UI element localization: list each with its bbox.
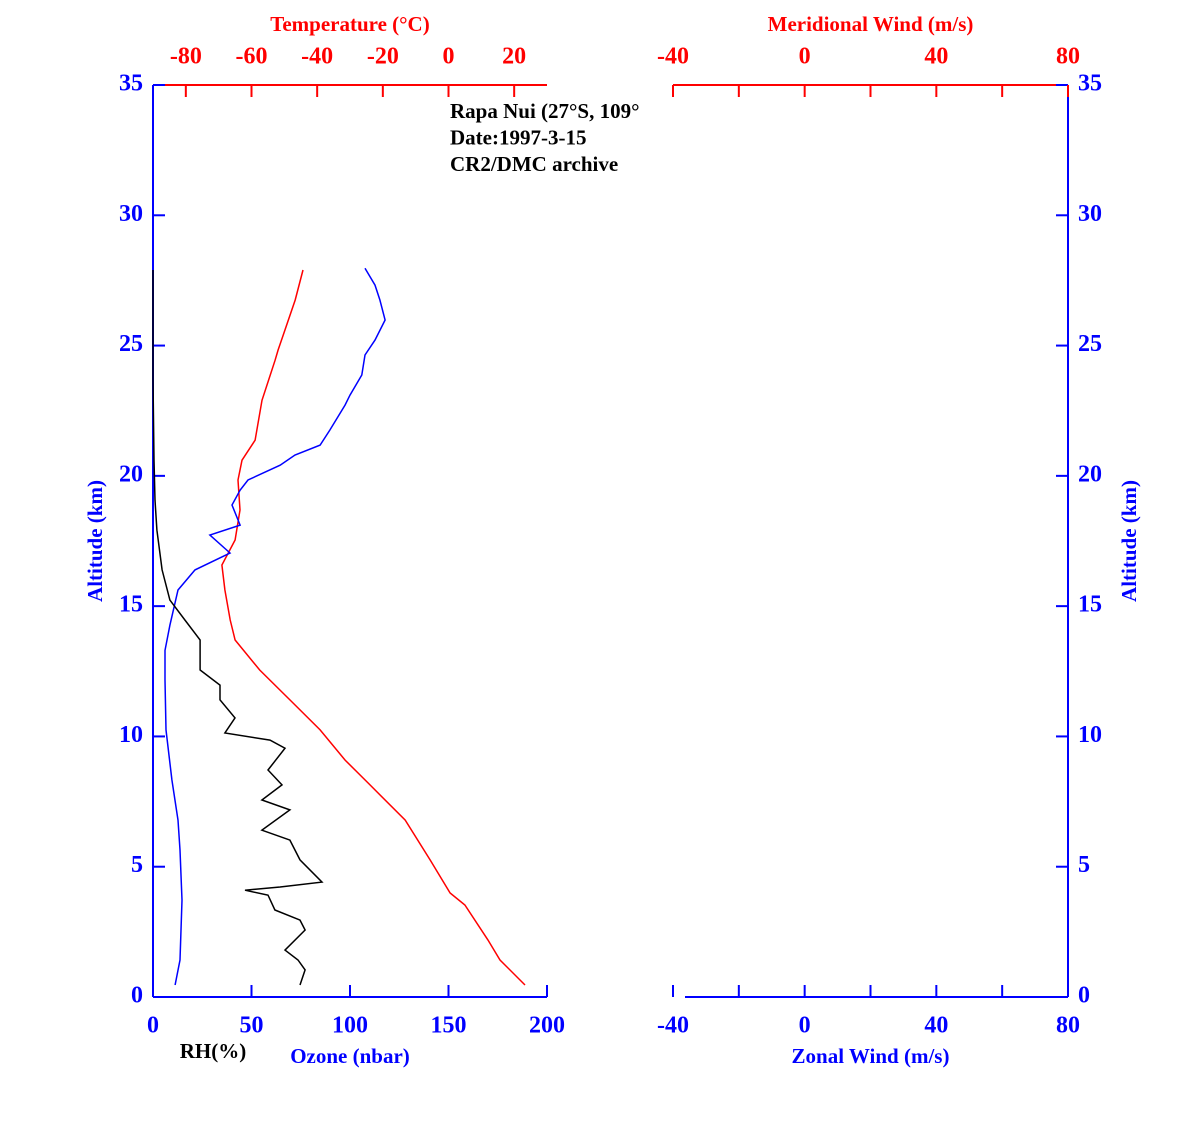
x-tick-label: 0 bbox=[443, 44, 455, 70]
y-tick-label: 10 bbox=[119, 722, 143, 748]
y-tick-label: 30 bbox=[1078, 201, 1102, 227]
y-tick-label: 5 bbox=[1078, 852, 1090, 878]
x-tick-label: 100 bbox=[332, 1013, 368, 1039]
x-axis-title: Zonal Wind (m/s) bbox=[792, 1044, 950, 1068]
y-tick-label: 25 bbox=[1078, 331, 1102, 357]
x-tick-label: 0 bbox=[799, 44, 811, 70]
y-tick-label: 15 bbox=[1078, 592, 1102, 618]
annotation: Date:1997-3-15 bbox=[450, 125, 586, 149]
annotation: CR2/DMC archive bbox=[450, 152, 618, 176]
y-tick-label: 0 bbox=[131, 983, 143, 1009]
x-tick-label: 150 bbox=[431, 1013, 467, 1039]
profile-line bbox=[221, 269, 526, 986]
x-tick-label: 0 bbox=[147, 1013, 159, 1039]
x-tick-label: 40 bbox=[924, 1013, 948, 1039]
y-axis-title: Altitude (km) bbox=[1117, 480, 1141, 602]
y-tick-label: 5 bbox=[131, 852, 143, 878]
x-tick-label: -40 bbox=[657, 44, 689, 70]
y-tick-label: 20 bbox=[1078, 461, 1102, 487]
x-tick-label: 200 bbox=[529, 1013, 565, 1039]
y-tick-label: 30 bbox=[119, 201, 143, 227]
x-tick-label: 0 bbox=[799, 1013, 811, 1039]
x-tick-label: -80 bbox=[170, 44, 202, 70]
annotation: Rapa Nui (27°S, 109° bbox=[450, 99, 640, 123]
y-tick-label: 20 bbox=[119, 461, 143, 487]
y-tick-label: 35 bbox=[1078, 71, 1102, 97]
profile-line bbox=[164, 267, 386, 986]
x-tick-label: -60 bbox=[236, 44, 268, 70]
rh-label: RH(%) bbox=[180, 1039, 247, 1063]
x-tick-label: 80 bbox=[1056, 44, 1080, 70]
x-tick-label: 50 bbox=[240, 1013, 264, 1039]
x-tick-label: 20 bbox=[502, 44, 526, 70]
x2-axis-title: Meridional Wind (m/s) bbox=[768, 12, 974, 36]
x-tick-label: -40 bbox=[301, 44, 333, 70]
x-axis-title: Ozone (nbar) bbox=[290, 1044, 410, 1068]
y-axis-title: Altitude (km) bbox=[83, 480, 107, 602]
y-tick-label: 15 bbox=[119, 592, 143, 618]
x-tick-label: -20 bbox=[367, 44, 399, 70]
profile-line bbox=[152, 270, 324, 986]
y-tick-label: 10 bbox=[1078, 722, 1102, 748]
y-tick-label: 25 bbox=[119, 331, 143, 357]
y-tick-label: 35 bbox=[119, 71, 143, 97]
x-tick-label: 40 bbox=[924, 44, 948, 70]
x-tick-label: 80 bbox=[1056, 1013, 1080, 1039]
x2-axis-title: Temperature (°C) bbox=[270, 12, 429, 36]
x-tick-label: -40 bbox=[657, 1013, 689, 1039]
y-tick-label: 0 bbox=[1078, 983, 1090, 1009]
